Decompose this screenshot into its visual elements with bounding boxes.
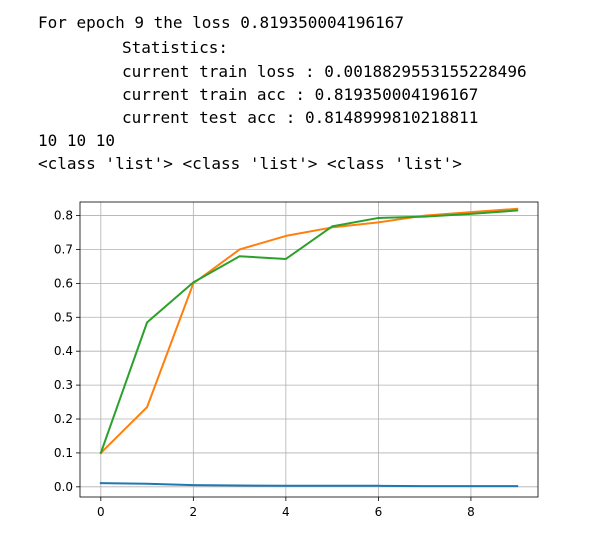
y-tick-label: 0.2	[54, 412, 73, 426]
y-tick-label: 0.3	[54, 378, 73, 392]
x-tick-label: 8	[467, 505, 475, 519]
y-tick-label: 0.7	[54, 242, 73, 256]
x-tick-label: 0	[97, 505, 105, 519]
plot-frame	[79, 201, 539, 498]
y-tick-label: 0.0	[54, 480, 73, 494]
x-tick-label: 2	[190, 505, 198, 519]
y-tick-label: 0.5	[54, 310, 73, 324]
x-tick-label: 4	[282, 505, 290, 519]
output-line-epoch: For epoch 9 the loss 0.819350004196167	[38, 13, 405, 32]
output-line-test-acc: current test acc : 0.8148999810218811	[122, 108, 479, 127]
series-line-0	[99, 482, 519, 488]
series-line-1	[99, 207, 519, 455]
y-tick-label: 0.1	[54, 446, 73, 460]
y-tick-label: 0.4	[54, 344, 73, 358]
plot-area	[80, 202, 538, 497]
output-line-train-loss: current train loss : 0.00188295531552284…	[122, 62, 527, 81]
y-tick-label: 0.6	[54, 276, 73, 290]
x-tick-label: 6	[375, 505, 383, 519]
output-line-types: <class 'list'> <class 'list'> <class 'li…	[38, 154, 462, 173]
y-tick-label: 0.8	[54, 209, 73, 223]
output-line-train-acc: current train acc : 0.819350004196167	[122, 85, 479, 104]
output-line-statistics: Statistics:	[122, 38, 228, 57]
series-line-2	[99, 209, 519, 455]
output-line-lengths: 10 10 10	[38, 131, 116, 150]
